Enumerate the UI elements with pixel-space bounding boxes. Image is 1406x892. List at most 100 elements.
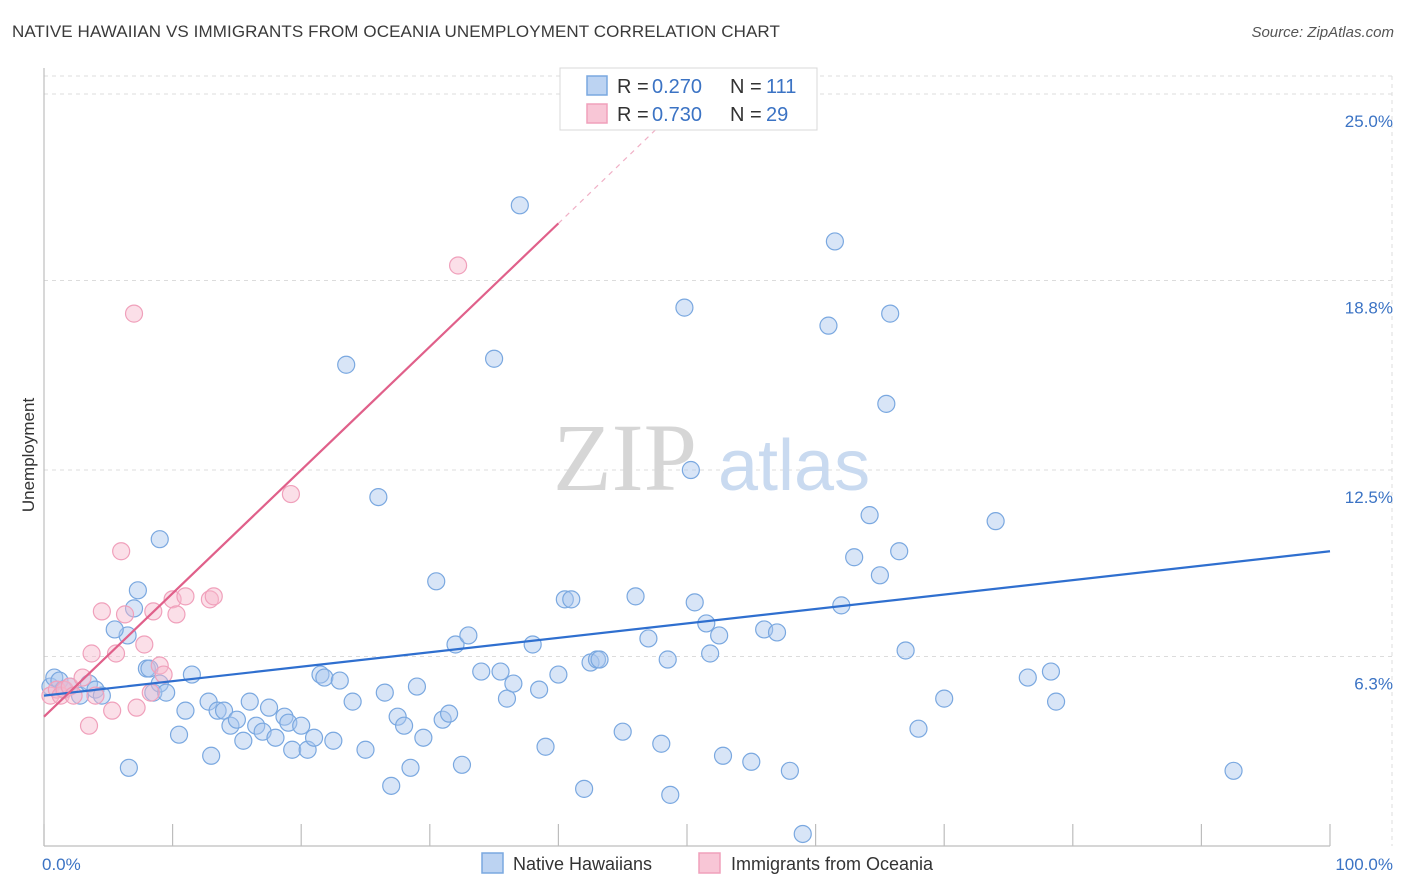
point-native-hawaiian (324, 731, 343, 750)
point-native-hawaiian (819, 316, 838, 335)
x-tick-label: 100.0% (1335, 855, 1393, 874)
point-oceania (82, 644, 101, 663)
point-native-hawaiian (890, 542, 909, 561)
point-native-hawaiian (214, 701, 234, 720)
series-legend: Native Hawaiians Immigrants from Oceania (481, 852, 934, 874)
point-native-hawaiian (613, 722, 632, 741)
point-native-hawaiian (208, 701, 227, 720)
point-native-hawaiian (234, 731, 253, 750)
point-oceania (127, 698, 146, 717)
point-native-hawaiian (315, 668, 334, 687)
point-oceania (112, 542, 131, 561)
tick-labels: 6.3% 12.5% 18.8% 25.0% 0.0% 100.0% (42, 112, 1393, 874)
point-native-hawaiian (661, 785, 680, 804)
point-native-hawaiian (240, 692, 259, 711)
point-native-hawaiian (414, 728, 433, 747)
point-native-hawaiian (1018, 668, 1037, 687)
trend-line-oceania-extension (557, 117, 669, 224)
point-native-hawaiian (575, 779, 594, 798)
point-oceania (60, 677, 79, 696)
point-native-hawaiian (793, 824, 812, 844)
y-axis-title: Unemployment (19, 398, 38, 513)
point-native-hawaiian (157, 683, 176, 702)
point-native-hawaiian (337, 355, 356, 374)
point-native-hawaiian (510, 196, 529, 215)
y-tick-label: 6.3% (1354, 675, 1393, 694)
point-native-hawaiian (549, 665, 568, 684)
trend-lines (43, 117, 1331, 718)
point-native-hawaiian (860, 506, 879, 525)
point-native-hawaiian (128, 581, 147, 600)
point-native-hawaiian (896, 641, 915, 660)
point-native-hawaiian (1224, 761, 1243, 780)
legend-r-label-1: R = (617, 104, 649, 126)
source-label: Source: ZipAtlas.com (1251, 24, 1394, 41)
trend-line-native-hawaiians (43, 550, 1331, 697)
point-native-hawaiian (304, 728, 324, 747)
point-native-hawaiian (369, 487, 388, 507)
point-oceania (106, 644, 126, 663)
legend-n-value-1: 29 (766, 104, 788, 126)
point-native-hawaiian (710, 626, 729, 645)
point-native-hawaiian (427, 572, 446, 591)
bottom-legend-swatch-pink (698, 852, 721, 874)
point-native-hawaiian (825, 232, 844, 251)
y-tick-label: 25.0% (1345, 112, 1393, 131)
chart-title: NATIVE HAWAIIAN VS IMMIGRANTS FROM OCEAN… (12, 22, 780, 41)
series-immigrants-from-oceania (41, 256, 468, 735)
point-native-hawaiian (407, 677, 427, 696)
point-native-hawaiian (491, 662, 510, 681)
point-native-hawaiian (713, 746, 733, 765)
point-native-hawaiian (169, 725, 189, 744)
point-native-hawaiian (266, 728, 285, 747)
point-native-hawaiian (382, 776, 401, 795)
point-native-hawaiian (742, 752, 761, 771)
point-native-hawaiian (986, 512, 1005, 531)
point-native-hawaiian (639, 629, 658, 648)
correlation-legend: R = 0.270 N = 111 R = 0.730 N = 29 (559, 67, 818, 131)
point-native-hawaiian (626, 587, 645, 606)
watermark-zip: ZIP (553, 404, 697, 511)
point-oceania (115, 605, 135, 624)
point-native-hawaiian (881, 304, 900, 323)
point-oceania (176, 587, 195, 606)
legend-n-label-1: N = (730, 104, 762, 126)
point-native-hawaiian (845, 548, 864, 567)
x-tick-label: 0.0% (42, 855, 81, 874)
trend-line-oceania (43, 222, 560, 718)
point-native-hawaiian (685, 593, 704, 612)
legend-r-value-0: 0.270 (652, 76, 702, 98)
point-native-hawaiian (202, 746, 221, 765)
point-native-hawaiian (92, 686, 111, 705)
point-oceania (73, 668, 92, 687)
point-native-hawaiian (536, 737, 555, 756)
point-native-hawaiian (388, 707, 407, 726)
point-native-hawaiian (877, 394, 896, 413)
point-native-hawaiian (681, 460, 700, 480)
point-native-hawaiian (909, 719, 928, 738)
point-native-hawaiian (150, 530, 169, 549)
point-native-hawaiian (472, 662, 491, 681)
point-native-hawaiian (105, 620, 124, 639)
point-native-hawaiian (935, 689, 954, 708)
point-native-hawaiian (697, 614, 716, 633)
point-native-hawaiian (767, 623, 787, 642)
legend-swatch-blue (586, 75, 608, 96)
point-oceania (281, 484, 301, 504)
point-native-hawaiian (259, 698, 279, 717)
point-native-hawaiian (356, 740, 375, 759)
point-native-hawaiian (375, 683, 394, 702)
point-oceania (135, 635, 154, 654)
point-oceania (141, 683, 160, 702)
point-oceania (79, 716, 99, 735)
point-native-hawaiian (658, 650, 677, 669)
legend-swatch-pink (586, 103, 608, 124)
point-native-hawaiian (590, 650, 609, 669)
legend-n-value-0: 111 (766, 76, 796, 98)
point-oceania (150, 656, 169, 675)
point-native-hawaiian (283, 740, 302, 759)
bottom-legend-label-1: Immigrants from Oceania (731, 854, 934, 874)
point-native-hawaiian (530, 680, 549, 699)
point-oceania (204, 587, 223, 606)
